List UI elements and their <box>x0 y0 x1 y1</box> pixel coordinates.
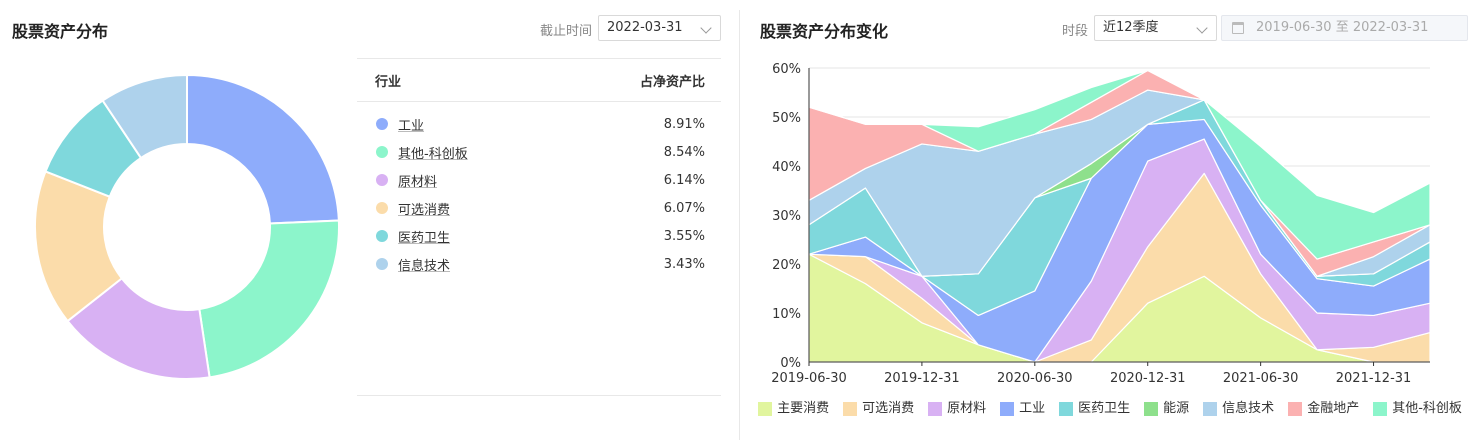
legend-swatch <box>1373 402 1388 416</box>
legend-dot <box>376 258 388 270</box>
legend-dot <box>376 118 388 130</box>
chevron-down-icon <box>700 22 712 34</box>
table-row: 信息技术 3.43% <box>357 250 721 278</box>
area-series[interactable] <box>808 69 1431 260</box>
table-row: 医药卫生 3.55% <box>357 222 721 250</box>
table-row: 工业 8.91% <box>357 110 721 138</box>
legend-item[interactable]: 可选消费 <box>843 398 914 420</box>
stacked-area-chart: 0% 10% 20% 30% 40% 50% 60% 2019-06-30 2019-12-31… <box>771 62 1431 386</box>
calendar-icon <box>1232 22 1244 34</box>
column-header-ratio: 占净资产比 <box>639 74 705 90</box>
y-tick-label: 40% <box>772 160 801 175</box>
legend-item[interactable]: 其他-科创板 <box>1373 398 1462 420</box>
industry-ratio-value: 6.07% <box>663 200 705 216</box>
date-range-picker[interactable]: 2019-06-30 至 2022-03-31 <box>1221 15 1468 41</box>
date-range-end: 2022-03-31 <box>1352 20 1429 35</box>
legend-label: 工业 <box>1019 401 1046 416</box>
x-tick-label: 2020-06-30 <box>997 371 1073 386</box>
industry-ratio-value: 3.43% <box>663 256 705 272</box>
as-of-date-select[interactable]: 2022-03-31 <box>598 15 721 41</box>
legend-item[interactable]: 能源 <box>1144 398 1189 420</box>
legend-swatch <box>928 402 943 416</box>
industry-name-link[interactable]: 医药卫生 <box>398 230 451 246</box>
legend-label: 金融地产 <box>1307 401 1360 416</box>
date-range-separator: 至 <box>1335 20 1349 35</box>
y-tick-label: 60% <box>772 62 801 77</box>
legend-item[interactable]: 信息技术 <box>1203 398 1274 420</box>
industry-name-link[interactable]: 信息技术 <box>398 258 451 274</box>
legend-swatch <box>1288 402 1303 416</box>
chart-legend: 主要消费 可选消费 原材料 工业 医药卫生 能源 信息技术 金融地产 其他-科创板 <box>745 398 1475 424</box>
column-header-industry: 行业 <box>375 74 402 90</box>
distribution-change-title: 股票资产分布变化 <box>760 22 889 41</box>
legend-swatch <box>1059 402 1074 416</box>
legend-swatch <box>1000 402 1015 416</box>
legend-swatch <box>1144 402 1159 416</box>
legend-label: 信息技术 <box>1222 401 1275 416</box>
y-tick-label: 0% <box>780 356 801 371</box>
period-label: 时段 <box>1062 24 1089 39</box>
legend-label: 其他-科创板 <box>1392 401 1462 416</box>
date-range-start: 2019-06-30 <box>1256 20 1332 35</box>
x-tick-label: 2020-12-31 <box>1110 371 1186 386</box>
legend-label: 原材料 <box>947 401 987 416</box>
industry-ratio-value: 3.55% <box>663 228 705 244</box>
industry-name-link[interactable]: 可选消费 <box>398 202 451 218</box>
legend-item[interactable]: 金融地产 <box>1288 398 1359 420</box>
industry-table: 行业 占净资产比 工业 8.91% 其他-科创板 8.54% 原材料 6.14% 可选消费 6… <box>357 58 721 278</box>
x-tick-label: 2019-12-31 <box>884 371 960 386</box>
industry-name-link[interactable]: 原材料 <box>398 174 438 190</box>
legend-label: 能源 <box>1163 401 1190 416</box>
industry-ratio-value: 8.54% <box>663 144 705 160</box>
legend-label: 可选消费 <box>862 401 915 416</box>
as-of-date-value: 2022-03-31 <box>607 20 683 35</box>
industry-ratio-value: 6.14% <box>663 172 705 188</box>
as-of-date-label: 截止时间 <box>540 24 593 39</box>
y-tick-label: 20% <box>772 258 801 273</box>
x-tick-label: 2021-12-31 <box>1336 371 1412 386</box>
legend-swatch <box>1203 402 1218 416</box>
period-select[interactable]: 近12季度 <box>1094 15 1217 41</box>
panel-divider <box>739 10 740 440</box>
donut-slice[interactable] <box>186 73 340 225</box>
legend-dot <box>376 174 388 186</box>
legend-swatch <box>758 402 773 416</box>
legend-item[interactable]: 原材料 <box>928 398 986 420</box>
legend-item[interactable]: 工业 <box>1000 398 1045 420</box>
industry-name-link[interactable]: 工业 <box>398 118 425 134</box>
legend-item[interactable]: 主要消费 <box>758 398 829 420</box>
table-row: 原材料 6.14% <box>357 166 721 194</box>
legend-item[interactable]: 医药卫生 <box>1059 398 1130 420</box>
donut-slice[interactable] <box>198 219 340 379</box>
x-tick-label: 2019-06-30 <box>771 371 847 386</box>
legend-dot <box>376 146 388 158</box>
legend-label: 医药卫生 <box>1078 401 1131 416</box>
stock-distribution-title: 股票资产分布 <box>12 22 109 41</box>
x-tick-label: 2021-06-30 <box>1223 371 1299 386</box>
y-tick-label: 10% <box>772 307 801 322</box>
table-bottom-divider <box>357 395 721 396</box>
legend-label: 主要消费 <box>777 401 830 416</box>
table-header: 行业 占净资产比 <box>357 58 721 102</box>
legend-dot <box>376 202 388 214</box>
industry-ratio-value: 8.91% <box>663 116 705 132</box>
y-tick-label: 50% <box>772 111 801 126</box>
table-row: 其他-科创板 8.54% <box>357 138 721 166</box>
donut-slice[interactable] <box>101 73 188 160</box>
period-value: 近12季度 <box>1103 20 1159 35</box>
y-tick-label: 30% <box>772 209 801 224</box>
legend-dot <box>376 230 388 242</box>
industry-name-link[interactable]: 其他-科创板 <box>398 146 468 162</box>
industry-donut-chart <box>34 73 340 380</box>
table-row: 可选消费 6.07% <box>357 194 721 222</box>
legend-swatch <box>843 402 858 416</box>
